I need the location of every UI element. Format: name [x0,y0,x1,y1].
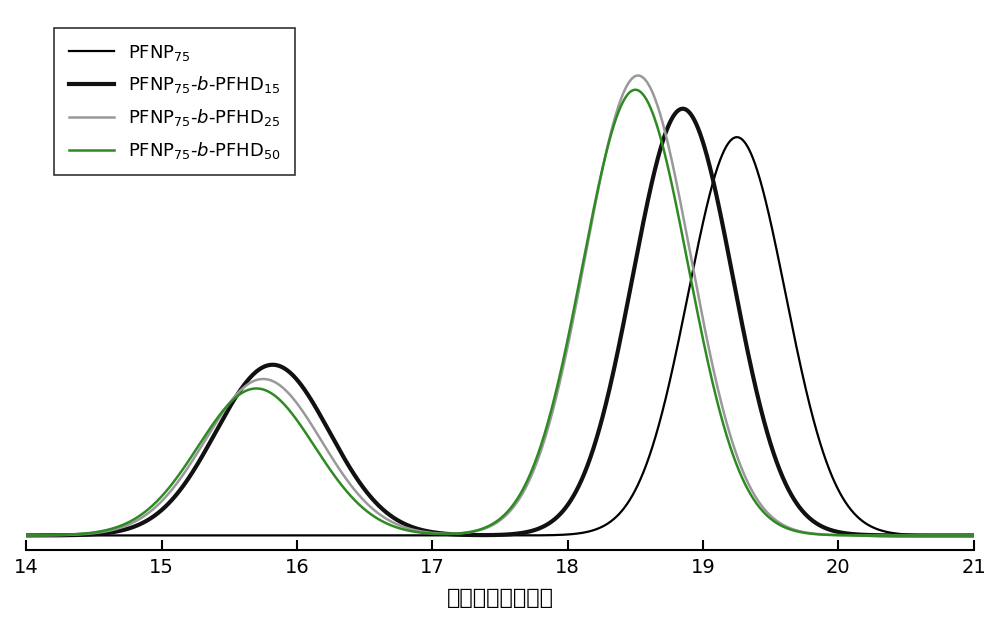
PFNP$_{75}$-$b$-PFHD$_{25}$ [637,73,649,81]
PFNP$_{75}$-$b$-PFHD$_{15}$ [727,276,739,284]
PFNP$_{75}$-$b$-PFHD$_{25}$ [192,447,204,455]
PFNP$_{75}$-$b$-PFHD$_{15}$ [588,442,600,449]
PFNP$_{75}$-$b$-PFHD$_{50}$ [799,529,811,537]
PFNP$_{75}$ [20,532,32,539]
PFNP$_{75}$-$b$-PFHD$_{25}$ [799,529,811,536]
PFNP$_{75}$-$b$-PFHD$_{50}$ [727,452,739,460]
PFNP$_{75}$ [588,526,600,534]
PFNP$_{75}$-$b$-PFHD$_{25}$ [588,205,600,212]
PFNP$_{75}$-$b$-PFHD$_{15}$ [677,105,689,113]
PFNP$_{75}$-$b$-PFHD$_{25}$ [20,532,32,539]
PFNP$_{75}$-$b$-PFHD$_{25}$ [632,72,644,79]
PFNP$_{75}$-$b$-PFHD$_{15}$ [20,532,32,539]
PFNP$_{75}$-$b$-PFHD$_{25}$ [727,442,739,449]
PFNP$_{75}$ [799,384,811,391]
Line: PFNP$_{75}$-$b$-PFHD$_{15}$: PFNP$_{75}$-$b$-PFHD$_{15}$ [26,109,974,536]
PFNP$_{75}$-$b$-PFHD$_{50}$ [192,442,204,450]
PFNP$_{75}$ [731,134,743,141]
PFNP$_{75}$-$b$-PFHD$_{50}$ [588,202,600,209]
Line: PFNP$_{75}$-$b$-PFHD$_{50}$: PFNP$_{75}$-$b$-PFHD$_{50}$ [26,90,974,536]
PFNP$_{75}$-$b$-PFHD$_{50}$ [968,532,980,539]
PFNP$_{75}$ [727,134,739,142]
PFNP$_{75}$ [968,532,980,539]
Line: PFNP$_{75}$-$b$-PFHD$_{25}$: PFNP$_{75}$-$b$-PFHD$_{25}$ [26,75,974,536]
PFNP$_{75}$-$b$-PFHD$_{15}$ [636,223,648,230]
X-axis label: 流出时间（分钟）: 流出时间（分钟） [446,588,554,608]
PFNP$_{75}$-$b$-PFHD$_{15}$ [968,532,980,539]
PFNP$_{75}$ [192,532,204,539]
PFNP$_{75}$-$b$-PFHD$_{25}$ [968,532,980,539]
PFNP$_{75}$-$b$-PFHD$_{50}$ [382,521,394,528]
PFNP$_{75}$-$b$-PFHD$_{50}$ [20,532,32,539]
PFNP$_{75}$-$b$-PFHD$_{50}$ [637,90,649,98]
PFNP$_{75}$-$b$-PFHD$_{50}$ [629,86,641,93]
PFNP$_{75}$ [382,532,394,539]
Line: PFNP$_{75}$: PFNP$_{75}$ [26,137,974,536]
PFNP$_{75}$-$b$-PFHD$_{15}$ [382,510,394,518]
PFNP$_{75}$-$b$-PFHD$_{25}$ [382,516,394,524]
Legend: PFNP$_{75}$, PFNP$_{75}$-$b$-PFHD$_{15}$, PFNP$_{75}$-$b$-PFHD$_{25}$, PFNP$_{75: PFNP$_{75}$, PFNP$_{75}$-$b$-PFHD$_{15}$… [54,28,295,175]
PFNP$_{75}$-$b$-PFHD$_{15}$ [192,459,204,466]
PFNP$_{75}$ [636,471,648,478]
PFNP$_{75}$-$b$-PFHD$_{15}$ [799,511,811,518]
